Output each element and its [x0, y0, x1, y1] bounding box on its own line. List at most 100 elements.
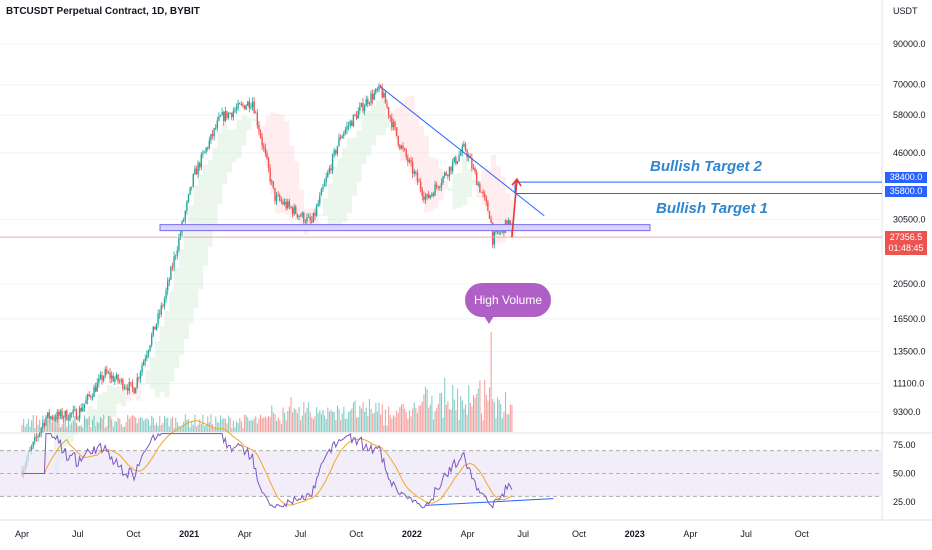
volume-bar — [27, 418, 30, 432]
candle-body — [303, 212, 305, 222]
candle-body — [493, 231, 495, 245]
candle-body — [442, 176, 444, 183]
time-tick-label: Oct — [795, 529, 810, 539]
candle-body — [314, 212, 316, 216]
cloud-segment — [126, 390, 132, 401]
price-tick-label: 30500.0 — [893, 214, 926, 224]
volume-bar — [434, 411, 436, 432]
volume-bar — [296, 413, 298, 432]
cloud-segment — [111, 387, 117, 417]
volume-bar — [173, 427, 175, 432]
volume-bar — [370, 408, 372, 432]
volume-bar — [325, 419, 327, 432]
candle-body — [179, 232, 182, 238]
volume-bar — [388, 406, 390, 432]
candle-body — [495, 230, 497, 232]
volume-bar — [466, 414, 468, 432]
volume-bar — [133, 416, 135, 432]
candle-body — [394, 121, 396, 128]
cloud-segment — [356, 130, 362, 182]
candle-body — [299, 215, 302, 217]
cloud-segment — [289, 145, 295, 220]
volume-bar — [112, 426, 114, 432]
volume-bar — [352, 402, 354, 432]
candle-body — [322, 186, 324, 190]
projection-arrow-head — [511, 177, 522, 187]
volume-bar — [268, 415, 270, 432]
cloud-segment — [486, 169, 492, 215]
volume-bar — [232, 420, 234, 432]
candle-body — [331, 154, 334, 171]
volume-bar — [170, 418, 172, 432]
candle-body — [339, 137, 342, 139]
candle-body — [158, 313, 161, 315]
candle-body — [90, 395, 92, 398]
volume-bar — [440, 392, 443, 432]
candle-body — [50, 416, 52, 419]
volume-bar — [456, 388, 459, 432]
candle-body — [451, 162, 454, 172]
candle-body — [464, 144, 467, 151]
candle-body — [157, 313, 159, 324]
candle-body — [488, 211, 491, 219]
candle-body — [160, 305, 162, 315]
volume-bar — [384, 409, 387, 432]
candle-body — [99, 374, 102, 379]
volume-bar — [269, 416, 271, 432]
candle-body — [117, 374, 119, 382]
candle-body — [363, 106, 366, 112]
candle-body — [46, 412, 49, 418]
time-tick-label: 2021 — [179, 529, 199, 539]
bullish-target-2-label: Bullish Target 2 — [650, 158, 762, 175]
candle-body — [40, 428, 42, 433]
candle-body — [375, 88, 377, 94]
cloud-segment — [438, 168, 444, 201]
volume-bar — [85, 417, 87, 432]
time-tick-label: 2022 — [402, 529, 422, 539]
volume-bar — [248, 420, 250, 432]
candle-body — [62, 417, 65, 419]
candle-body — [400, 145, 403, 149]
cloud-segment — [409, 96, 415, 173]
volume-bar — [163, 415, 166, 432]
volume-bar — [376, 411, 379, 432]
candle-body — [114, 378, 116, 382]
candle-body — [239, 103, 241, 105]
candle-body — [67, 419, 70, 421]
volume-bar — [93, 415, 95, 432]
candle-body — [146, 354, 148, 359]
candle-body — [125, 387, 127, 389]
candle-body — [403, 148, 406, 151]
candle-body — [194, 168, 196, 175]
candle-body — [365, 99, 367, 107]
volume-bar — [229, 417, 231, 432]
candle-body — [287, 201, 289, 209]
volume-bar — [141, 417, 143, 432]
volume-bar — [437, 403, 439, 432]
volume-bar — [80, 424, 82, 432]
candle-body — [32, 441, 34, 447]
candle-body — [280, 200, 283, 202]
time-tick-label: Oct — [349, 529, 364, 539]
candle-body — [163, 299, 166, 306]
volume-bar — [288, 406, 290, 432]
rsi-tick-label: 25.00 — [893, 497, 916, 507]
candle-body — [96, 382, 98, 392]
candle-body — [258, 125, 260, 132]
cloud-segment — [178, 249, 184, 355]
volume-bar — [373, 413, 375, 432]
volume-bar — [63, 420, 65, 432]
candle-body — [207, 147, 209, 149]
candle-body — [272, 181, 275, 189]
candle-body — [253, 101, 255, 113]
volume-bar — [228, 415, 230, 432]
volume-bar — [399, 407, 401, 432]
cloud-segment — [404, 97, 410, 163]
candle-body — [192, 174, 195, 187]
candle-body — [82, 407, 84, 412]
candle-body — [378, 85, 380, 90]
cloud-segment — [92, 408, 98, 427]
candle-body — [223, 112, 225, 122]
candle-body — [435, 184, 438, 187]
